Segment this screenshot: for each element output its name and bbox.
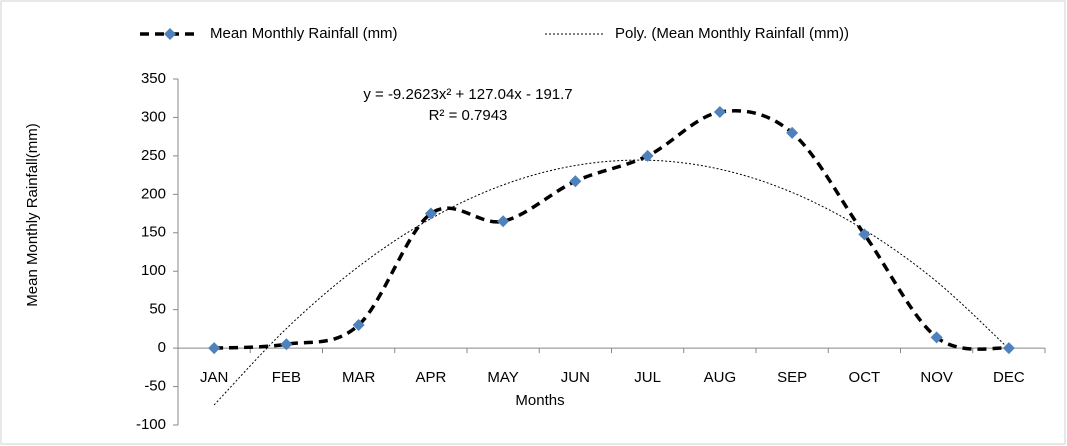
y-tick-label: 0	[158, 339, 166, 356]
x-tick-label: OCT	[849, 369, 881, 386]
data-point	[569, 175, 582, 188]
x-tick-label: DEC	[993, 369, 1025, 386]
x-tick-label: MAY	[487, 369, 518, 386]
x-tick-label: MAR	[342, 369, 376, 386]
legend-label: Mean Monthly Rainfall (mm)	[210, 25, 398, 42]
y-tick-label: -50	[144, 378, 166, 395]
data-point	[786, 126, 799, 139]
legend-label: Poly. (Mean Monthly Rainfall (mm))	[615, 25, 849, 42]
y-tick-label: 350	[141, 70, 166, 87]
y-tick-label: 250	[141, 147, 166, 164]
x-tick-label: FEB	[272, 369, 301, 386]
data-point	[930, 331, 943, 344]
x-tick-label: SEP	[777, 369, 807, 386]
data-point	[858, 228, 871, 241]
x-tick-label: APR	[415, 369, 446, 386]
y-tick-label: 50	[149, 301, 166, 318]
y-tick-label: -100	[136, 416, 166, 433]
data-point	[208, 342, 221, 355]
x-tick-label: JUN	[561, 369, 590, 386]
y-tick-label: 100	[141, 262, 166, 279]
data-point	[280, 338, 293, 351]
trend-r-squared: R² = 0.7943	[429, 107, 508, 124]
x-tick-label: AUG	[704, 369, 737, 386]
trend-equation: y = -9.2623x² + 127.04x - 191.7	[363, 86, 572, 103]
y-tick-label: 150	[141, 224, 166, 241]
x-tick-label: NOV	[920, 369, 953, 386]
x-tick-label: JAN	[200, 369, 228, 386]
legend-marker	[164, 28, 176, 40]
x-tick-label: JUL	[634, 369, 661, 386]
data-point	[497, 215, 510, 228]
data-point	[713, 106, 726, 119]
series-line	[214, 109, 1010, 351]
y-tick-label: 300	[141, 108, 166, 125]
data-point	[352, 319, 365, 332]
data-point	[641, 149, 654, 162]
y-axis-label: Mean Monthly Rainfall(mm)	[24, 123, 41, 306]
y-tick-label: 200	[141, 185, 166, 202]
data-point	[1002, 342, 1015, 355]
data-point	[424, 207, 437, 220]
x-axis-label: Months	[515, 392, 564, 409]
